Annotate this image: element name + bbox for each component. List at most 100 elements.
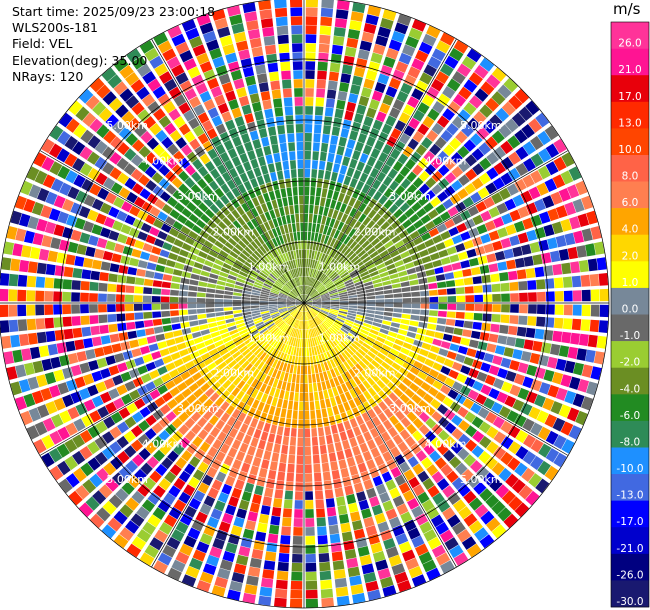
velocity-gate bbox=[330, 301, 340, 303]
velocity-gate bbox=[420, 381, 432, 392]
velocity-gate bbox=[324, 107, 334, 117]
ray-line bbox=[303, 302, 569, 456]
velocity-gate bbox=[423, 529, 437, 542]
velocity-gate bbox=[467, 389, 479, 401]
velocity-gate bbox=[350, 584, 364, 595]
velocity-gate bbox=[199, 571, 214, 584]
velocity-gate bbox=[239, 328, 248, 335]
velocity-gate bbox=[290, 214, 296, 224]
velocity-gate bbox=[352, 243, 361, 252]
velocity-gate bbox=[136, 529, 152, 543]
velocity-gate bbox=[186, 151, 198, 163]
velocity-gate bbox=[406, 331, 417, 339]
velocity-gate bbox=[477, 407, 490, 419]
velocity-gate bbox=[51, 414, 64, 428]
velocity-gate bbox=[555, 358, 567, 371]
velocity-gate bbox=[306, 320, 308, 330]
velocity-gate bbox=[301, 356, 304, 366]
velocity-gate bbox=[188, 285, 198, 292]
velocity-gate bbox=[483, 243, 494, 254]
velocity-gate bbox=[253, 186, 262, 197]
velocity-gate bbox=[250, 308, 260, 311]
velocity-gate bbox=[387, 215, 397, 225]
velocity-gate bbox=[112, 374, 124, 386]
velocity-gate bbox=[211, 136, 222, 148]
velocity-gate bbox=[413, 360, 424, 370]
velocity-gate bbox=[333, 219, 340, 229]
velocity-gate bbox=[370, 148, 381, 159]
velocity-gate bbox=[274, 317, 283, 324]
velocity-gate bbox=[461, 56, 477, 70]
velocity-gate bbox=[113, 196, 125, 209]
velocity-gate bbox=[338, 291, 348, 296]
velocity-gate bbox=[297, 320, 301, 329]
velocity-gate bbox=[440, 63, 454, 77]
velocity-gate bbox=[304, 300, 313, 303]
velocity-gate bbox=[426, 129, 439, 142]
velocity-gate bbox=[235, 450, 246, 462]
velocity-gate bbox=[442, 333, 453, 342]
velocity-gate bbox=[196, 308, 206, 314]
velocity-gate bbox=[333, 117, 342, 128]
velocity-gate bbox=[322, 322, 329, 330]
velocity-gate bbox=[305, 132, 312, 142]
velocity-gate bbox=[537, 291, 546, 302]
velocity-gate bbox=[500, 436, 514, 450]
velocity-gate bbox=[310, 319, 315, 328]
velocity-gate bbox=[272, 378, 279, 388]
velocity-gate bbox=[206, 128, 218, 140]
velocity-gate bbox=[244, 246, 253, 255]
velocity-gate bbox=[242, 528, 255, 540]
velocity-gate bbox=[268, 297, 278, 300]
velocity-gate bbox=[393, 298, 403, 303]
velocity-gate bbox=[217, 324, 228, 331]
velocity-gate bbox=[305, 509, 314, 518]
velocity-gate bbox=[561, 439, 575, 454]
velocity-gate bbox=[172, 375, 184, 386]
velocity-gate bbox=[314, 317, 321, 325]
velocity-gate bbox=[496, 202, 508, 215]
velocity-gate bbox=[165, 216, 176, 226]
velocity-gate bbox=[244, 11, 258, 22]
velocity-gate bbox=[372, 383, 382, 393]
velocity-gate bbox=[353, 375, 362, 386]
velocity-gate bbox=[147, 492, 161, 505]
velocity-gate bbox=[280, 275, 287, 283]
velocity-gate bbox=[49, 430, 63, 445]
velocity-gate bbox=[217, 492, 229, 504]
velocity-gate bbox=[108, 273, 118, 283]
velocity-gate bbox=[142, 303, 152, 311]
velocity-gate bbox=[225, 119, 236, 131]
velocity-gate bbox=[338, 459, 347, 470]
velocity-gate bbox=[247, 445, 256, 456]
velocity-gate bbox=[139, 552, 155, 566]
velocity-gate bbox=[289, 445, 296, 455]
velocity-gate bbox=[74, 339, 85, 350]
velocity-gate bbox=[589, 273, 600, 287]
velocity-gate bbox=[326, 236, 333, 246]
velocity-gate bbox=[91, 370, 103, 382]
velocity-gate bbox=[269, 386, 276, 397]
velocity-gate bbox=[417, 157, 429, 169]
velocity-gate bbox=[263, 35, 276, 46]
velocity-gate bbox=[219, 35, 233, 47]
velocity-gate bbox=[330, 294, 339, 298]
velocity-gate bbox=[374, 369, 384, 379]
velocity-gate bbox=[392, 434, 404, 445]
velocity-gate bbox=[501, 293, 510, 302]
velocity-gate bbox=[523, 339, 534, 350]
velocity-gate bbox=[400, 347, 410, 356]
velocity-gate bbox=[313, 337, 318, 346]
velocity-gate bbox=[116, 210, 128, 222]
velocity-gate bbox=[257, 156, 266, 167]
velocity-gate bbox=[310, 309, 317, 316]
velocity-gate bbox=[242, 373, 251, 383]
velocity-gate bbox=[399, 429, 411, 440]
velocity-gate bbox=[455, 393, 467, 405]
velocity-gate bbox=[358, 499, 370, 511]
velocity-gate bbox=[578, 333, 589, 347]
velocity-gate bbox=[87, 151, 100, 165]
velocity-gate bbox=[260, 310, 270, 315]
velocity-gate bbox=[281, 274, 288, 282]
velocity-gate bbox=[96, 124, 110, 139]
